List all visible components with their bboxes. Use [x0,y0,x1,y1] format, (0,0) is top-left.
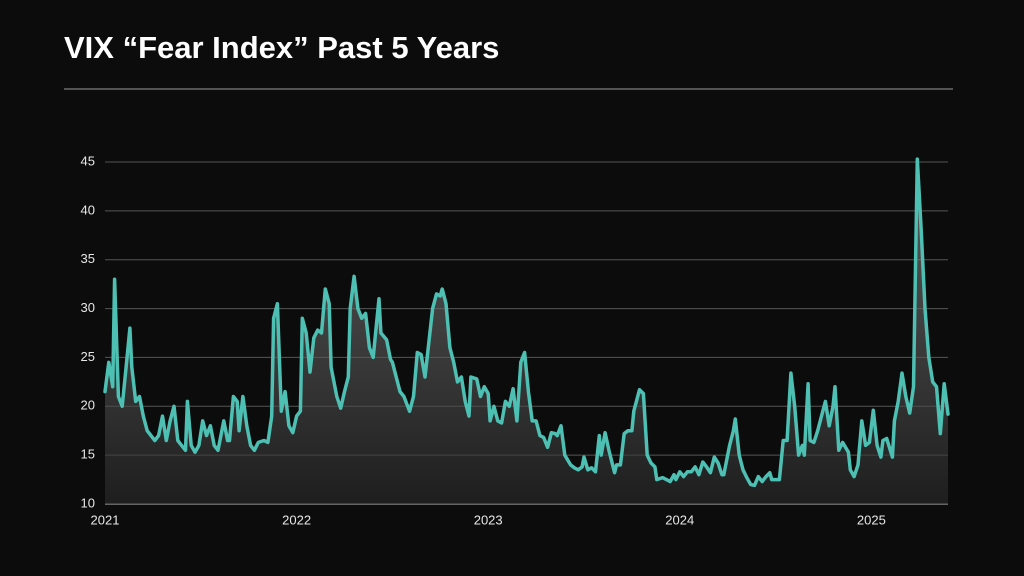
x-tick-label: 2024 [665,512,694,527]
x-tick-label: 2025 [857,512,886,527]
y-tick-label: 40 [81,202,95,217]
y-tick-label: 10 [81,495,95,510]
area [105,159,948,504]
y-tick-label: 20 [81,398,95,413]
line [103,157,950,488]
y-tick-label: 45 [81,153,95,168]
x-tick-label: 2023 [474,512,503,527]
y-tick-label: 25 [81,349,95,364]
y-tick-label: 15 [81,447,95,462]
y-tick-label: 30 [81,300,95,315]
y-tick-label: 35 [81,251,95,266]
x-tick-label: 2021 [91,512,120,527]
x-tick-label: 2022 [282,512,311,527]
chart-title: VIX “Fear Index” Past 5 Years [64,30,499,65]
